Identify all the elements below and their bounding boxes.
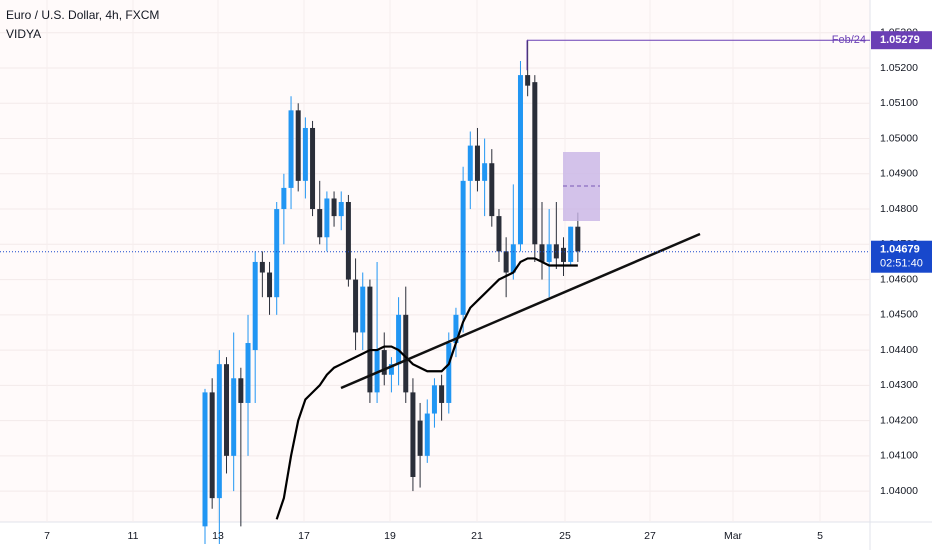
y-tick-label: 1.05000 xyxy=(880,132,918,144)
x-tick-label: 21 xyxy=(471,530,483,542)
marker-price-label: 1.05279 xyxy=(880,34,920,46)
candle-body xyxy=(281,187,287,210)
candle-body xyxy=(568,226,574,262)
candle-body xyxy=(424,413,430,456)
price-axis-panel xyxy=(870,0,932,550)
candle-body xyxy=(460,180,466,315)
x-tick-label: 27 xyxy=(644,530,656,542)
chart-title: Euro / U.S. Dollar, 4h, FXCM xyxy=(6,8,159,22)
y-tick-label: 1.04200 xyxy=(880,414,918,426)
candle-body xyxy=(331,198,337,217)
x-tick-label: 25 xyxy=(559,530,571,542)
candle-body xyxy=(417,420,423,456)
x-tick-label: Mar xyxy=(724,530,743,542)
candle-body xyxy=(238,378,244,403)
candle-body xyxy=(288,110,294,188)
candle-body xyxy=(317,209,323,238)
candle-body xyxy=(489,163,495,217)
y-tick-label: 1.04100 xyxy=(880,450,918,462)
y-tick-label: 1.04900 xyxy=(880,168,918,180)
candle-body xyxy=(274,209,280,298)
candle-body xyxy=(302,127,308,181)
candle-body xyxy=(546,244,552,262)
plot-background xyxy=(0,0,870,522)
x-tick-label: 5 xyxy=(817,530,823,542)
candle-body xyxy=(367,286,373,393)
x-tick-label: 7 xyxy=(44,530,50,542)
current-price-box xyxy=(871,240,932,273)
candle-body xyxy=(224,364,230,456)
candle-body xyxy=(482,163,488,181)
candle-body xyxy=(360,286,366,333)
y-tick-label: 1.05200 xyxy=(880,62,918,74)
candle-body xyxy=(503,251,509,273)
y-tick-label: 1.05100 xyxy=(880,97,918,109)
candle-body xyxy=(517,75,523,245)
candle-body xyxy=(496,216,502,252)
x-tick-label: 19 xyxy=(384,530,396,542)
candle-body xyxy=(388,364,394,375)
candle-body xyxy=(324,198,330,238)
x-tick-label: 13 xyxy=(212,530,224,542)
candle-body xyxy=(245,343,251,403)
y-tick-label: 1.04400 xyxy=(880,344,918,356)
candle-body xyxy=(431,385,437,414)
candle-body xyxy=(446,343,452,403)
y-tick-label: 1.04800 xyxy=(880,203,918,215)
plot-area xyxy=(0,0,870,544)
candle-body xyxy=(267,272,273,298)
candle-body xyxy=(439,385,445,403)
candle-body xyxy=(259,261,265,273)
candle-body xyxy=(510,244,516,273)
current-price-label: 1.04679 xyxy=(880,244,920,256)
y-tick-label: 1.04300 xyxy=(880,379,918,391)
candle-body xyxy=(216,364,222,499)
y-tick-label: 1.04000 xyxy=(880,485,918,497)
trend-line xyxy=(340,232,701,390)
candle-body xyxy=(381,350,387,375)
x-tick-label: 17 xyxy=(298,530,310,542)
y-tick-label: 1.04600 xyxy=(880,273,918,285)
x-tick-label: 11 xyxy=(128,530,139,542)
candle-body xyxy=(561,247,566,262)
candle-body xyxy=(231,378,237,456)
candle-body xyxy=(575,226,581,252)
candle-body xyxy=(539,244,545,262)
candle-body xyxy=(403,314,409,393)
marker-label: Feb/24 xyxy=(832,34,866,46)
candle-body xyxy=(410,392,416,477)
candle-body xyxy=(453,314,459,344)
y-tick-label: 1.04500 xyxy=(880,309,918,321)
candle-body xyxy=(532,82,538,245)
candle-body xyxy=(310,127,316,210)
candle-body xyxy=(474,145,480,181)
candle-body xyxy=(467,145,473,181)
candle-body xyxy=(553,244,559,259)
marker-price-box xyxy=(871,31,932,50)
candle-body xyxy=(345,202,351,280)
indicator-name: VIDYA xyxy=(6,27,41,41)
candle-body xyxy=(202,392,208,527)
candle-body xyxy=(338,202,344,217)
countdown-label: 02:51:40 xyxy=(880,258,923,270)
candle-body xyxy=(353,279,359,333)
candle-body xyxy=(525,75,531,86)
indicator-line xyxy=(275,257,578,520)
candle-body xyxy=(295,110,301,181)
candle-body xyxy=(209,392,215,499)
candle-body xyxy=(252,261,258,351)
candle-body xyxy=(396,314,402,365)
